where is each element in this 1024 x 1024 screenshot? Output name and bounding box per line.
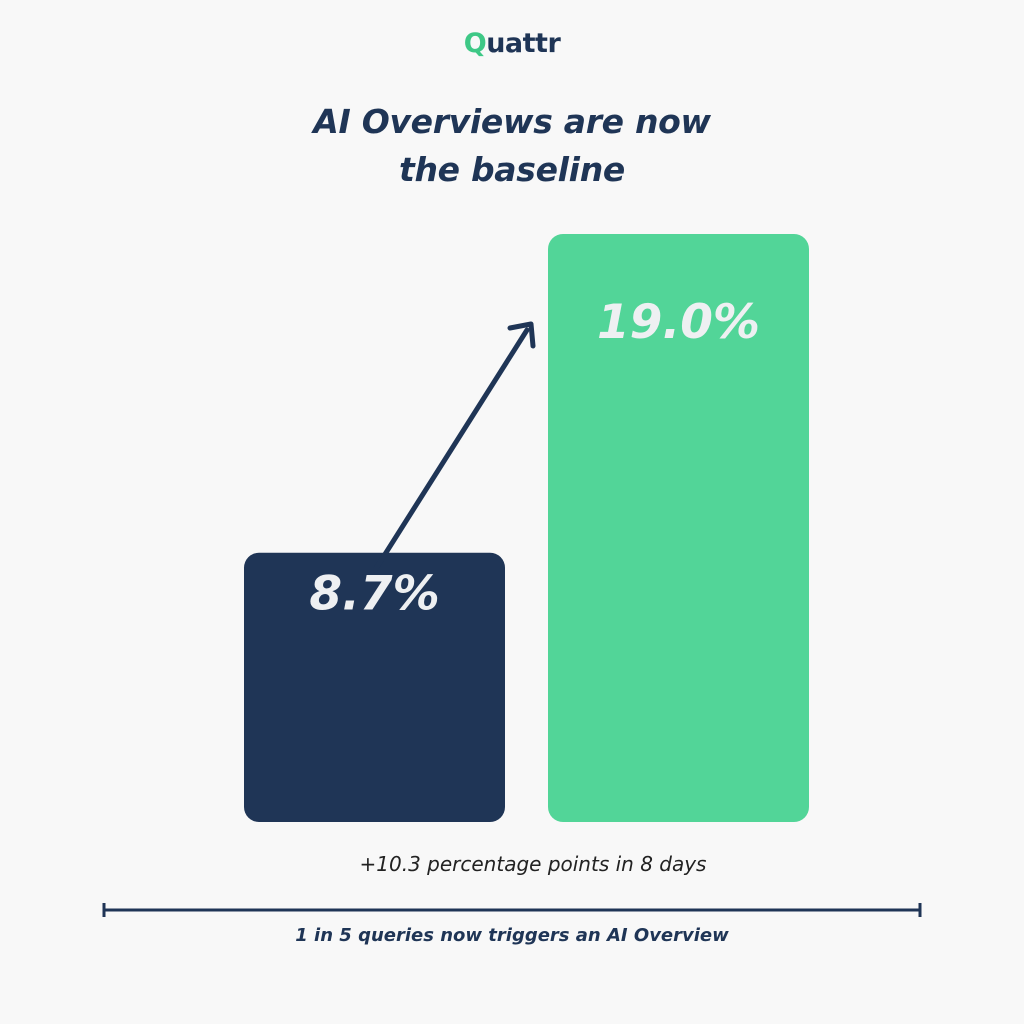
logo-q-letter: Q xyxy=(463,28,487,59)
logo-text: uattr xyxy=(486,28,561,59)
footnote-rule xyxy=(102,903,922,917)
quattr-logo: Quattr xyxy=(0,28,1024,59)
bar-1-value-label: 8.7% xyxy=(309,567,439,622)
chart-title-line-2: the baseline xyxy=(399,150,625,189)
change-annotation: +10.3 percentage points in 8 days xyxy=(359,852,707,876)
bar-1 xyxy=(244,552,505,822)
bar-2 xyxy=(548,233,809,822)
chart-title-line-1: AI Overviews are now xyxy=(313,102,711,141)
chart-footnote: 1 in 5 queries now triggers an AI Overvi… xyxy=(295,925,729,946)
growth-arrow xyxy=(372,321,536,573)
chart-title: AI Overviews are now the baseline xyxy=(0,98,1024,194)
bar-2-value-label: 19.0% xyxy=(597,295,760,350)
